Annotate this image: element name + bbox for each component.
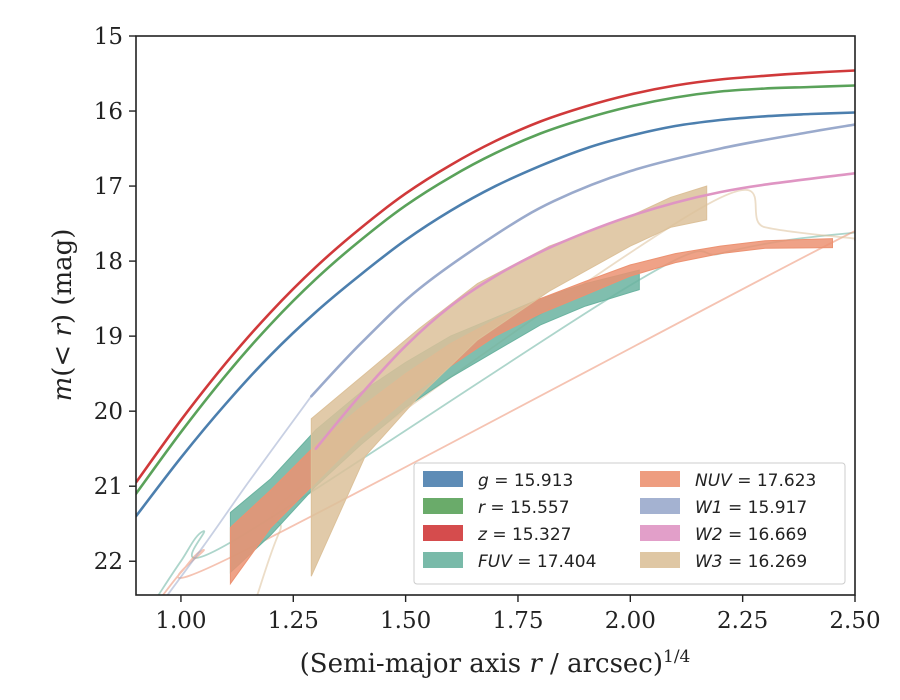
legend-label-symbol: r (478, 498, 486, 518)
legend-label-value: = 17.404 (512, 552, 597, 572)
nuv-extension (162, 230, 855, 595)
x-axis: 1.00 1.25 1.50 1.75 2.00 2.25 2.50 (155, 595, 881, 634)
legend-label-value: = 15.327 (487, 525, 572, 545)
plot-area (136, 69, 855, 595)
legend-swatch (423, 471, 463, 487)
legend-label-value: = 17.623 (732, 471, 817, 491)
w3-band (310, 185, 708, 577)
legend-box (413, 462, 846, 585)
y-tick-label: 19 (94, 324, 123, 350)
legend-swatch (423, 498, 463, 514)
legend-label-value: = 16.669 (723, 525, 808, 545)
x-tick-label: 1.50 (380, 608, 431, 634)
legend-label: g = 15.913 (478, 471, 573, 491)
legend-label: W1 = 15.917 (695, 498, 807, 518)
w1-extension (166, 395, 313, 595)
legend-label-symbol: W3 (695, 552, 723, 572)
w1-line (310, 123, 855, 398)
legend-item-w1: W1 = 15.917 (640, 498, 807, 518)
x-tick-label: 1.00 (155, 608, 206, 634)
legend-swatch (423, 525, 463, 541)
legend-label-value: = 16.269 (723, 552, 808, 572)
legend-swatch (640, 471, 680, 487)
legend-swatch (423, 552, 463, 568)
legend-label: r = 15.557 (478, 498, 570, 518)
x-tick-label: 2.25 (717, 608, 768, 634)
legend-label-symbol: W1 (695, 498, 723, 518)
legend-label-value: = 15.913 (489, 471, 574, 491)
y-axis-title: m(< r) (mag) (48, 229, 78, 402)
y-tick-label: 18 (94, 249, 123, 275)
legend-item-g: g = 15.913 (423, 471, 573, 491)
legend-label: W3 = 16.269 (695, 552, 807, 572)
y-tick-label: 22 (94, 549, 123, 575)
z-line (136, 69, 855, 484)
legend-item-z: z = 15.327 (423, 525, 571, 545)
legend-swatch (640, 552, 680, 568)
legend-swatch (640, 525, 680, 541)
y-tick-label: 17 (94, 174, 123, 200)
w2-line (314, 172, 855, 450)
y-tick-label: 21 (94, 474, 123, 500)
legend-label-value: = 15.917 (723, 498, 808, 518)
x-tick-label: 1.25 (268, 608, 319, 634)
legend-item-nuv: NUV = 17.623 (640, 471, 816, 491)
legend-label: W2 = 16.669 (695, 525, 807, 545)
x-tick-label: 1.75 (492, 608, 543, 634)
y-axis: 15 16 17 18 19 20 21 22 (94, 24, 136, 575)
legend-label-symbol: g (478, 471, 489, 491)
y-tick-label: 20 (94, 399, 123, 425)
legend-label-symbol: FUV (478, 552, 513, 572)
legend-label: FUV = 17.404 (478, 552, 596, 572)
legend-label-value: = 15.557 (485, 498, 570, 518)
legend-item-w2: W2 = 16.669 (640, 525, 807, 545)
legend-item-fuv: FUV = 17.404 (423, 552, 596, 572)
legend-item-w3: W3 = 16.269 (640, 552, 807, 572)
y-tick-label: 16 (94, 99, 123, 125)
x-tick-label: 2.00 (605, 608, 656, 634)
legend-label: NUV = 17.623 (695, 471, 816, 491)
g-line (136, 111, 855, 518)
legend-label: z = 15.327 (477, 525, 571, 545)
y-tick-label: 15 (94, 24, 123, 50)
x-tick-label: 2.50 (829, 608, 880, 634)
legend-item-r: r = 15.557 (423, 498, 570, 518)
plot-frame (135, 35, 856, 596)
legend-label-symbol: z (477, 525, 488, 545)
legend-label-symbol: W2 (695, 525, 723, 545)
legend-label-symbol: NUV (695, 471, 733, 491)
r-line (136, 84, 855, 495)
legend-swatch (640, 498, 680, 514)
x-axis-title: (Semi-major axis r / arcsec)1/4 (300, 647, 691, 679)
